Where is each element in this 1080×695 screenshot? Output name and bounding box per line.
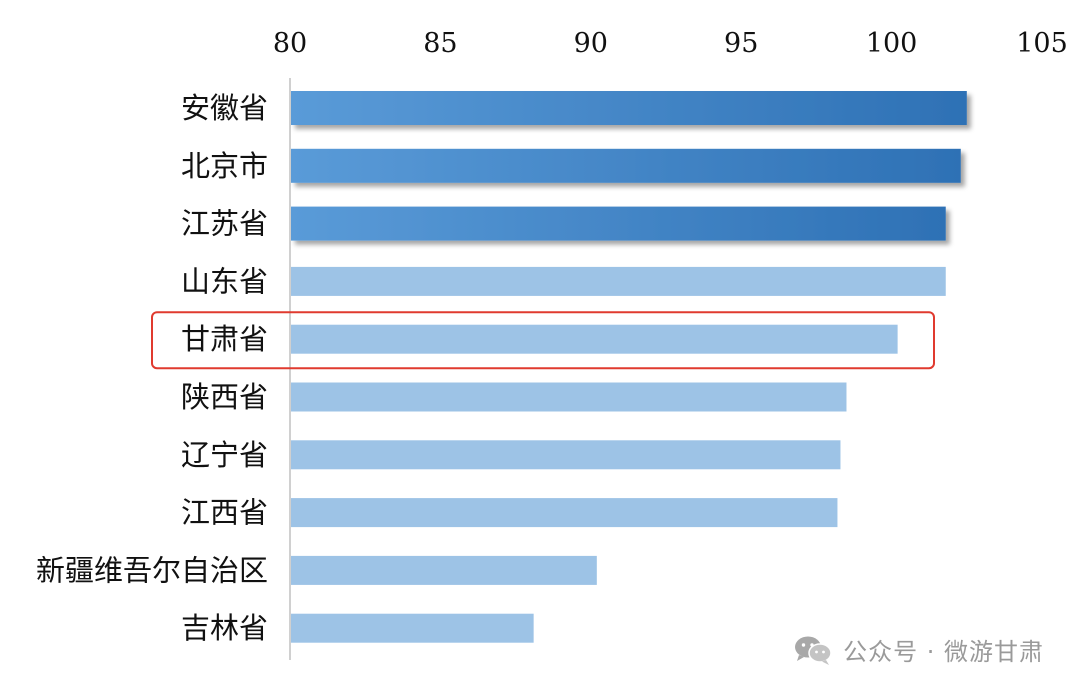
- x-tick-label: 100: [866, 28, 918, 59]
- bar: [291, 148, 961, 183]
- category-label: 安徽省: [181, 91, 268, 125]
- category-label: 江苏省: [181, 207, 268, 241]
- bar: [291, 206, 946, 241]
- category-label: 山东省: [181, 264, 268, 298]
- x-tick-label: 90: [574, 28, 608, 59]
- x-tick-label: 80: [273, 28, 307, 59]
- bar: [291, 613, 534, 643]
- wechat-icon: [795, 636, 832, 665]
- bar: [291, 324, 898, 354]
- category-label: 北京市: [181, 149, 268, 183]
- category-label: 江西省: [181, 496, 268, 530]
- category-label: 吉林省: [181, 611, 268, 645]
- category-label: 陕西省: [181, 380, 268, 414]
- x-tick-label: 105: [1016, 28, 1068, 59]
- highlight-box: [151, 311, 935, 370]
- x-tick-label: 95: [724, 28, 758, 59]
- bar: [291, 382, 847, 412]
- category-label: 辽宁省: [181, 438, 268, 472]
- bar: [291, 266, 946, 296]
- bar: [291, 91, 967, 125]
- category-label: 新疆维吾尔自治区: [36, 553, 268, 587]
- category-label: 甘肃省: [181, 322, 268, 356]
- watermark: 公众号 · 微游甘肃: [793, 632, 1044, 667]
- bar: [291, 498, 838, 528]
- x-tick-label: 85: [423, 28, 457, 59]
- bar: [291, 555, 597, 585]
- watermark-text: 公众号 · 微游甘肃: [843, 638, 1044, 666]
- bars-group: [291, 91, 967, 643]
- bar: [291, 440, 841, 470]
- x-axis-tick-labels: 80 85 90 95 100 105: [273, 28, 1068, 59]
